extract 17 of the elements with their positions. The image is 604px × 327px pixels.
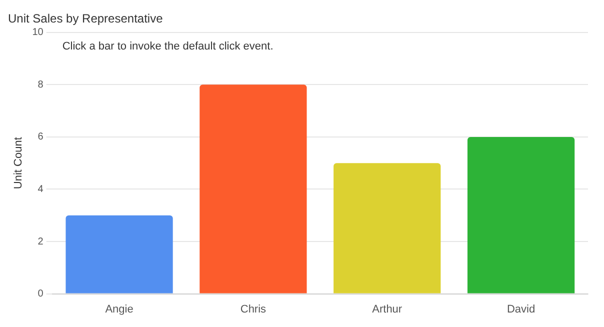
x-tick-label: Arthur (372, 303, 402, 316)
y-tick-label: 4 (38, 184, 44, 195)
x-tick-label: Chris (240, 303, 267, 316)
y-tick-label: 2 (38, 236, 44, 248)
y-tick-label: 8 (38, 79, 44, 90)
chart-title: Unit Sales by Representative (8, 12, 164, 26)
text: Click a bar to invoke the default click event. (62, 40, 274, 52)
x-tick-label: Angie (105, 303, 134, 316)
y-axis-title: Unit Count (12, 137, 25, 190)
x-tick-label: David (506, 303, 536, 316)
bar (200, 84, 307, 294)
y-tick-label: 10 (32, 27, 44, 38)
y-tick-label: 0 (38, 288, 44, 300)
bar (66, 215, 173, 294)
y-tick-label: 6 (38, 132, 44, 143)
bar (334, 163, 441, 294)
bar (467, 136, 575, 294)
